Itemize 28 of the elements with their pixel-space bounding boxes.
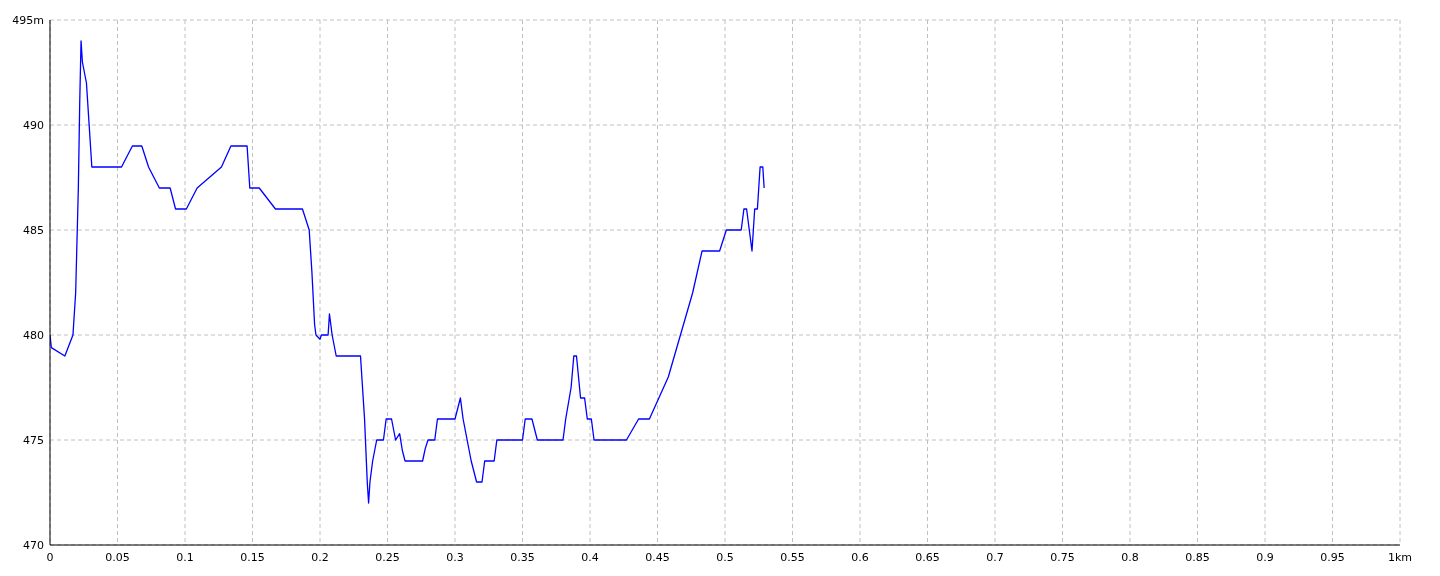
y-tick-label: 475: [23, 433, 44, 447]
y-tick-label: 480: [23, 328, 44, 342]
x-tick-label: 0.25: [375, 550, 400, 564]
x-tick-label: 0.9: [1256, 550, 1274, 564]
x-tick-label: 0.85: [1185, 550, 1210, 564]
y-tick-label: 470: [23, 538, 44, 552]
x-tick-label: 0.7: [986, 550, 1004, 564]
y-tick-label: 490: [23, 118, 44, 132]
x-tick-label: 0.55: [780, 550, 805, 564]
x-tick-label: 0.95: [1320, 550, 1345, 564]
x-tick-label: 0.4: [581, 550, 599, 564]
x-tick-label: 0.3: [446, 550, 464, 564]
line-series: [50, 40, 765, 504]
y-tick-label: 485: [23, 223, 44, 237]
x-tick-label: 0.5: [716, 550, 734, 564]
x-tick-label: 0.2: [311, 550, 329, 564]
x-tick-label: 0: [46, 550, 54, 564]
x-tick-label: 0.1: [176, 550, 194, 564]
x-tick-label: 0.05: [105, 550, 130, 564]
x-tick-label: 0.65: [915, 550, 940, 564]
x-tick-label: 0.6: [851, 550, 869, 564]
x-tick-label: 0.75: [1050, 550, 1075, 564]
x-tick-label: 1km: [1387, 550, 1413, 564]
x-tick-label: 0.45: [645, 550, 670, 564]
x-tick-label: 0.15: [240, 550, 265, 564]
x-tick-label: 0.8: [1121, 550, 1139, 564]
y-tick-label: 495m: [12, 13, 44, 27]
x-tick-label: 0.35: [510, 550, 535, 564]
